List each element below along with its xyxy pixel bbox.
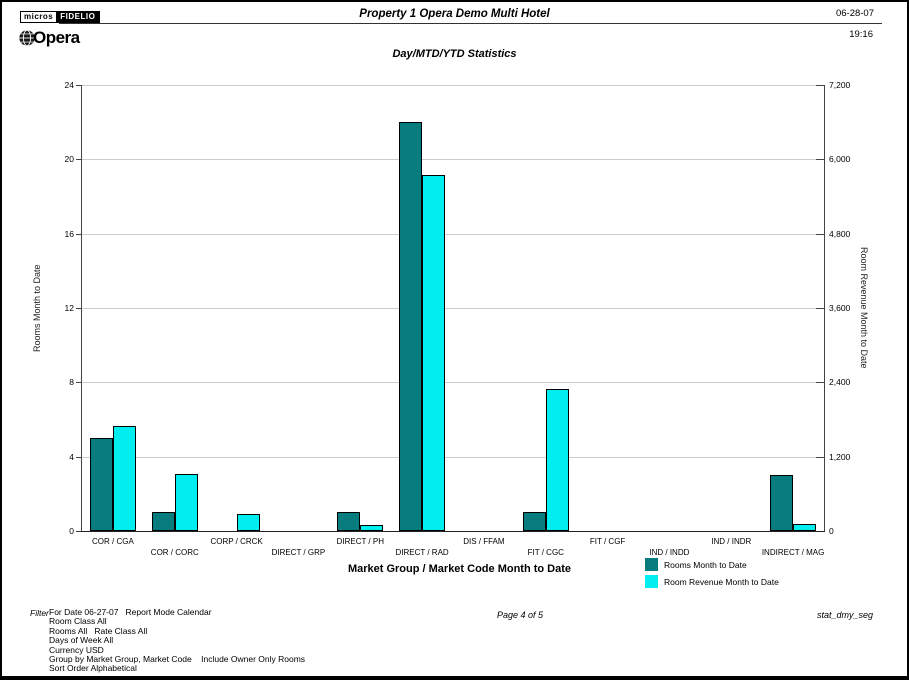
- filter-line: Room Class All: [49, 616, 107, 627]
- filter-line: Currency USD: [49, 644, 104, 655]
- right-tick-label: 7,200: [829, 80, 851, 90]
- legend-label-rooms: Rooms Month to Date: [664, 559, 747, 570]
- property-title: Property 1 Opera Demo Multi Hotel: [359, 8, 550, 20]
- left-tick: [76, 531, 82, 532]
- left-tick-label: 4: [69, 452, 74, 462]
- gridline: [82, 382, 824, 383]
- left-tick: [76, 308, 82, 309]
- right-axis-title: Room Revenue Month to Date: [859, 247, 869, 369]
- filter-line: Sort Order Alphabetical: [49, 663, 137, 674]
- x-tick-label: DIRECT / PH: [336, 537, 384, 546]
- x-tick-label: IND / INDD: [649, 548, 690, 557]
- gridline: [82, 308, 824, 309]
- gridline: [82, 234, 824, 235]
- legend-item-revenue: Room Revenue Month to Date: [645, 575, 779, 588]
- filter-line: For Date 06-27-07 Report Mode Calendar: [49, 607, 212, 617]
- fidelio-logo-text: FIDELIO: [56, 12, 100, 22]
- legend-swatch-revenue: [645, 575, 658, 588]
- right-tick: [816, 159, 824, 160]
- x-axis-line: [81, 531, 825, 532]
- bar-rooms-1: [151, 512, 175, 531]
- left-tick-label: 24: [64, 80, 74, 90]
- right-tick: [816, 457, 824, 458]
- right-tick: [816, 382, 824, 383]
- legend-label-revenue: Room Revenue Month to Date: [664, 576, 779, 587]
- gridline: [82, 85, 824, 86]
- report-date: 06-28-07: [835, 8, 874, 19]
- x-tick-label: FIT / CGF: [589, 537, 626, 546]
- right-tick-label: 0: [829, 526, 834, 536]
- filter-line: Group by Market Group, Market Code Inclu…: [49, 654, 306, 665]
- x-axis-title: Market Group / Market Code Month to Date: [347, 563, 572, 575]
- report-time: 19:16: [849, 29, 873, 40]
- x-tick-label: DIS / FFAM: [463, 537, 505, 546]
- left-tick: [76, 382, 82, 383]
- x-tick-label: INDIRECT / MAG: [761, 548, 825, 557]
- right-tick: [816, 234, 824, 235]
- bar-revenue-5: [422, 175, 446, 531]
- bar-revenue-2: [236, 514, 260, 531]
- bar-revenue-1: [174, 474, 198, 531]
- filter-line: Days of Week All: [49, 635, 114, 646]
- left-tick: [76, 85, 82, 86]
- chart-legend: Rooms Month to Date Room Revenue Month t…: [645, 558, 779, 592]
- bar-rooms-0: [89, 438, 113, 531]
- left-tick-label: 16: [64, 229, 74, 239]
- left-tick: [76, 234, 82, 235]
- left-tick: [76, 159, 82, 160]
- right-tick-label: 3,600: [829, 303, 851, 313]
- opera-logo: Opera: [18, 28, 80, 48]
- right-tick: [816, 85, 824, 86]
- x-tick-label: DIRECT / RAD: [395, 548, 449, 557]
- report-id: stat_dmy_seg: [816, 610, 873, 620]
- x-tick-label: COR / CGA: [92, 537, 134, 546]
- gridline: [82, 159, 824, 160]
- bar-revenue-4: [360, 525, 384, 531]
- bar-revenue-7: [545, 389, 569, 531]
- header-divider: [59, 23, 882, 24]
- micros-logo-text: micros: [21, 12, 57, 22]
- legend-swatch-rooms: [645, 558, 658, 571]
- x-tick-label: FIT / CGC: [527, 548, 564, 557]
- left-tick-label: 8: [69, 377, 74, 387]
- filter-criteria: For Date 06-27-07 Report Mode Calendar Ro…: [49, 607, 306, 674]
- micros-fidelio-logo: micros FIDELIO: [20, 11, 101, 23]
- x-tick-label: CORP / CRCK: [210, 537, 263, 546]
- left-axis-title: Rooms Month to Date: [32, 264, 42, 352]
- right-tick-label: 6,000: [829, 154, 851, 164]
- filter-label: Filter: [30, 608, 49, 618]
- bar-revenue-11: [793, 524, 817, 531]
- x-tick-label: COR / CORC: [150, 548, 199, 557]
- legend-item-rooms: Rooms Month to Date: [645, 558, 779, 571]
- x-tick-label: IND / INDR: [711, 537, 752, 546]
- page-number: Page 4 of 5: [497, 610, 544, 620]
- gridline: [82, 457, 824, 458]
- bar-rooms-5: [399, 122, 423, 531]
- left-tick-label: 12: [64, 303, 74, 313]
- opera-logo-text: Opera: [33, 28, 80, 47]
- bar-revenue-0: [112, 426, 136, 531]
- x-tick-label: DIRECT / GRP: [271, 548, 326, 557]
- right-tick-label: 4,800: [829, 229, 851, 239]
- bar-rooms-7: [522, 512, 546, 531]
- right-tick-label: 1,200: [829, 452, 851, 462]
- bar-rooms-11: [770, 475, 794, 531]
- right-tick: [816, 308, 824, 309]
- right-tick-label: 2,400: [829, 377, 851, 387]
- left-tick: [76, 457, 82, 458]
- chart-title: Day/MTD/YTD Statistics: [392, 48, 517, 60]
- globe-icon: [18, 29, 36, 47]
- left-tick-label: 20: [64, 154, 74, 164]
- left-axis-line: [81, 85, 82, 532]
- bar-rooms-4: [337, 512, 361, 531]
- filter-line: Rooms All Rate Class All: [49, 625, 148, 636]
- right-axis-line: [824, 85, 825, 532]
- left-tick-label: 0: [69, 526, 74, 536]
